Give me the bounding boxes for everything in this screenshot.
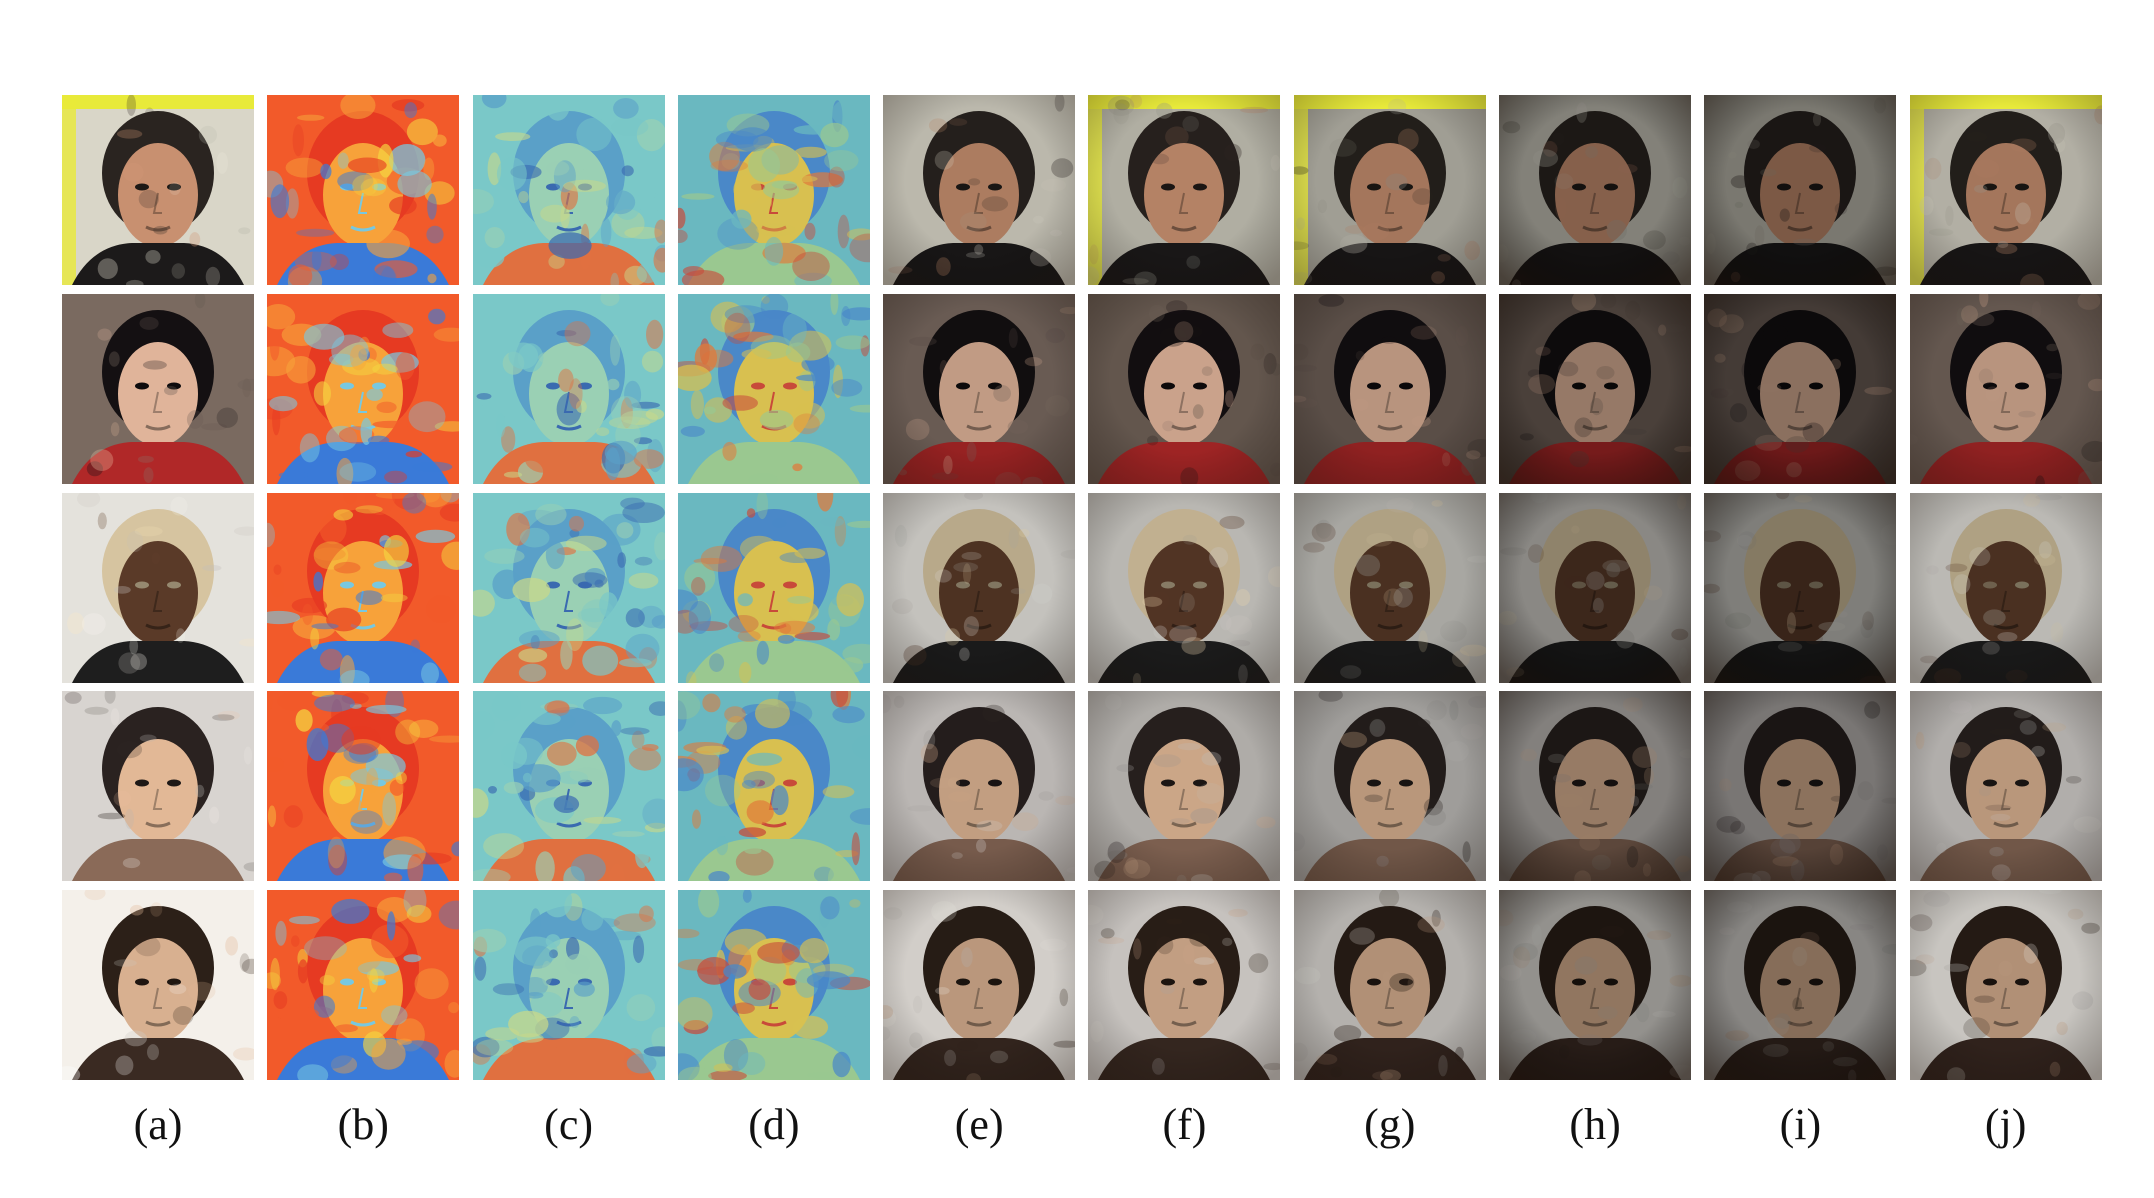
face-image-j-row-2 [1909,293,2102,484]
face-image-b-row-5 [267,890,460,1080]
column-label-g: (g) [1364,1100,1416,1149]
face-image-h-row-2 [1499,293,1692,484]
face-image-f-row-5 [1088,890,1281,1080]
face-image-d-row-1 [677,95,870,285]
face-image-h-row-4 [1499,691,1692,882]
image-grid [62,95,2102,1080]
face-image-i-row-5 [1704,890,1897,1080]
face-image-i-row-4 [1704,691,1897,882]
column-label-h: (h) [1569,1100,1621,1149]
column-label-a: (a) [133,1100,183,1149]
column-label-b: (b) [337,1100,389,1149]
face-image-g-row-3 [1293,492,1486,683]
face-image-i-row-3 [1704,492,1897,683]
face-image-e-row-5 [883,890,1076,1080]
face-image-c-row-4 [472,691,665,882]
face-image-j-row-1 [1909,95,2102,285]
face-image-e-row-4 [883,691,1076,882]
face-image-j-row-5 [1909,890,2102,1080]
face-image-c-row-3 [472,492,665,683]
face-image-g-row-4 [1293,691,1486,882]
face-image-j-row-3 [1909,492,2102,683]
face-image-d-row-5 [677,890,870,1080]
face-image-e-row-2 [883,293,1076,484]
face-image-b-row-1 [267,95,460,285]
face-image-a-row-3 [62,492,254,683]
face-image-i-row-2 [1704,293,1897,484]
face-image-b-row-4 [267,691,460,882]
face-image-j-row-4 [1909,691,2102,882]
face-image-f-row-3 [1088,492,1281,683]
face-image-d-row-2 [677,293,870,484]
column-labels: (a) (b) (c) (d) (e) (f) (g) (h) (i) (j) [62,1095,2102,1155]
face-image-h-row-1 [1499,95,1692,285]
face-image-d-row-4 [677,691,870,882]
column-label-i: (i) [1779,1100,1822,1149]
face-image-a-row-1 [62,95,254,285]
face-image-i-row-1 [1704,95,1897,285]
column-label-f: (f) [1162,1100,1207,1149]
face-image-b-row-3 [267,492,460,683]
face-image-f-row-4 [1088,691,1281,882]
column-label-j: (j) [1984,1100,2027,1149]
face-image-h-row-5 [1499,890,1692,1080]
face-image-a-row-4 [62,691,254,882]
face-image-d-row-3 [677,492,870,683]
face-image-a-row-5 [62,890,254,1080]
face-image-e-row-1 [883,95,1076,285]
column-label-c: (c) [544,1100,594,1149]
figure: (a) (b) (c) (d) (e) (f) (g) (h) (i) (j) [62,95,2102,1155]
face-image-g-row-1 [1293,95,1486,285]
face-image-f-row-2 [1088,293,1281,484]
face-image-c-row-2 [472,293,665,484]
column-label-d: (d) [748,1100,800,1149]
face-image-c-row-1 [472,95,665,285]
face-image-e-row-3 [883,492,1076,683]
face-image-h-row-3 [1499,492,1692,683]
face-image-a-row-2 [62,293,254,484]
column-label-e: (e) [954,1100,1004,1149]
face-image-f-row-1 [1088,95,1281,285]
face-image-c-row-5 [472,890,665,1080]
face-image-g-row-5 [1293,890,1486,1080]
face-image-g-row-2 [1293,293,1486,484]
face-image-b-row-2 [267,293,460,484]
